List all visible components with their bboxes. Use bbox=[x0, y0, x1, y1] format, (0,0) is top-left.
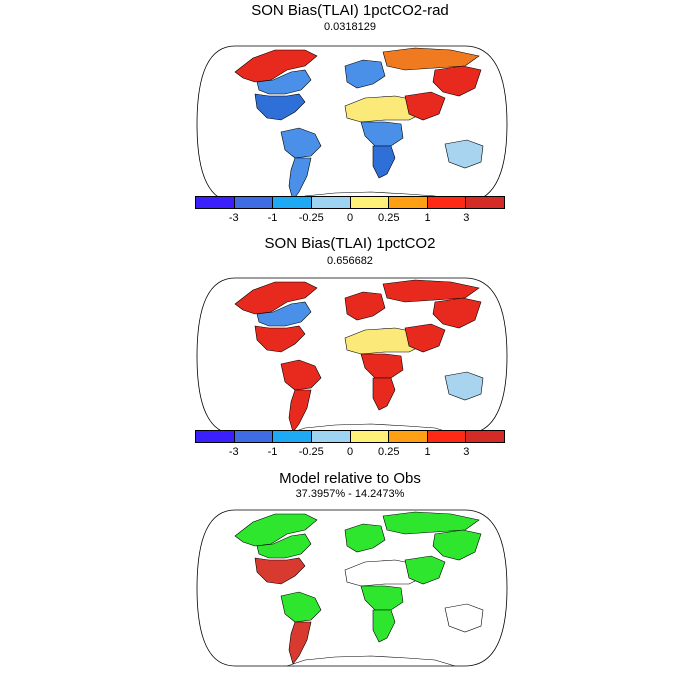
region-australia bbox=[444, 371, 484, 401]
colorbar-swatch bbox=[389, 197, 428, 208]
region-europe bbox=[344, 291, 386, 321]
colorbar-swatch bbox=[273, 197, 312, 208]
region-canada-central bbox=[256, 69, 312, 95]
region-sahara bbox=[344, 327, 422, 355]
colorbar-swatch bbox=[196, 431, 235, 442]
region-alaska-canada-north bbox=[234, 281, 318, 315]
region-amazon bbox=[280, 127, 322, 159]
colorbar-swatch bbox=[273, 431, 312, 442]
region-australia bbox=[444, 603, 484, 633]
region-siberia bbox=[382, 511, 480, 535]
region-south-america-south bbox=[288, 621, 312, 665]
region-south-asia bbox=[404, 555, 446, 585]
colorbar-swatch bbox=[427, 431, 467, 442]
colorbar-swatch bbox=[350, 197, 390, 208]
colorbar-tick-label: 3 bbox=[463, 212, 470, 224]
panel-3-map bbox=[195, 500, 515, 676]
region-sahara bbox=[344, 559, 422, 587]
colorbar-tick-label: 0.25 bbox=[378, 446, 400, 458]
colorbar-2 bbox=[195, 430, 505, 443]
panel-3-subtitle: 37.3957% - 14.2473% bbox=[295, 488, 405, 500]
colorbar-tick-label: -1 bbox=[267, 212, 278, 224]
antarctica-coastline bbox=[286, 423, 456, 435]
region-canada-central bbox=[256, 301, 312, 327]
region-usa-east bbox=[254, 325, 306, 353]
region-southern-africa bbox=[372, 609, 396, 643]
region-siberia bbox=[382, 47, 480, 71]
region-east-asia bbox=[432, 65, 482, 97]
colorbar-1-ticks: -3 -1 -0.25 0 0.25 1 3 bbox=[195, 212, 505, 226]
colorbar-swatch bbox=[466, 431, 504, 442]
antarctica-coastline bbox=[286, 655, 456, 667]
region-southern-africa bbox=[372, 377, 396, 411]
colorbar-tick-label: 0 bbox=[346, 446, 354, 458]
region-southern-africa bbox=[372, 145, 396, 179]
region-south-america-south bbox=[288, 389, 312, 433]
panel-2-subtitle: 0.656682 bbox=[327, 255, 373, 267]
colorbar-swatch bbox=[234, 197, 274, 208]
region-siberia bbox=[382, 279, 480, 303]
region-east-asia bbox=[432, 297, 482, 329]
colorbar-swatch bbox=[311, 431, 351, 442]
colorbar-swatch bbox=[466, 197, 504, 208]
colorbar-1 bbox=[195, 196, 505, 209]
map-svg bbox=[196, 45, 508, 203]
colorbar-tick-label: -0.25 bbox=[298, 446, 324, 458]
colorbar-tick-label: 3 bbox=[463, 446, 470, 458]
region-usa-east bbox=[254, 93, 306, 121]
region-europe bbox=[344, 523, 386, 553]
colorbar-swatch bbox=[350, 431, 390, 442]
region-south-asia bbox=[404, 323, 446, 353]
region-amazon bbox=[280, 591, 322, 623]
colorbar-2-ticks: -3 -1 -0.25 0 0.25 1 3 bbox=[195, 446, 505, 460]
region-europe bbox=[344, 59, 386, 89]
region-south-asia bbox=[404, 91, 446, 121]
region-central-africa bbox=[360, 121, 404, 147]
panel-1-map bbox=[195, 36, 515, 212]
colorbar-swatch bbox=[311, 197, 351, 208]
colorbar-tick-label: 0.25 bbox=[378, 212, 400, 224]
colorbar-tick-label: -3 bbox=[228, 212, 239, 224]
map-svg bbox=[196, 277, 508, 435]
panel-2-title: SON Bias(TLAI) 1pctCO2 bbox=[264, 235, 436, 252]
region-central-africa bbox=[360, 585, 404, 611]
region-usa-east bbox=[254, 557, 306, 585]
colorbar-swatch bbox=[427, 197, 467, 208]
region-amazon bbox=[280, 359, 322, 391]
region-alaska-canada-north bbox=[234, 513, 318, 547]
colorbar-tick-label: 0 bbox=[346, 212, 354, 224]
colorbar-swatch bbox=[234, 431, 274, 442]
panel-1-subtitle: 0.0318129 bbox=[324, 21, 376, 33]
region-canada-central bbox=[256, 533, 312, 559]
map-svg bbox=[196, 509, 508, 667]
region-alaska-canada-north bbox=[234, 49, 318, 83]
region-central-africa bbox=[360, 353, 404, 379]
colorbar-tick-label: 1 bbox=[424, 446, 431, 458]
colorbar-tick-label: -3 bbox=[228, 446, 239, 458]
region-sahara bbox=[344, 95, 422, 123]
colorbar-tick-label: 1 bbox=[424, 212, 431, 224]
colorbar-tick-label: -1 bbox=[267, 446, 278, 458]
colorbar-tick-label: -0.25 bbox=[298, 212, 324, 224]
panel-1-title: SON Bias(TLAI) 1pctCO2-rad bbox=[251, 2, 449, 19]
region-east-asia bbox=[432, 529, 482, 561]
panel-3-title: Model relative to Obs bbox=[279, 470, 421, 487]
colorbar-swatch bbox=[196, 197, 235, 208]
panel-2-map bbox=[195, 268, 515, 444]
colorbar-swatch bbox=[389, 431, 428, 442]
region-australia bbox=[444, 139, 484, 169]
